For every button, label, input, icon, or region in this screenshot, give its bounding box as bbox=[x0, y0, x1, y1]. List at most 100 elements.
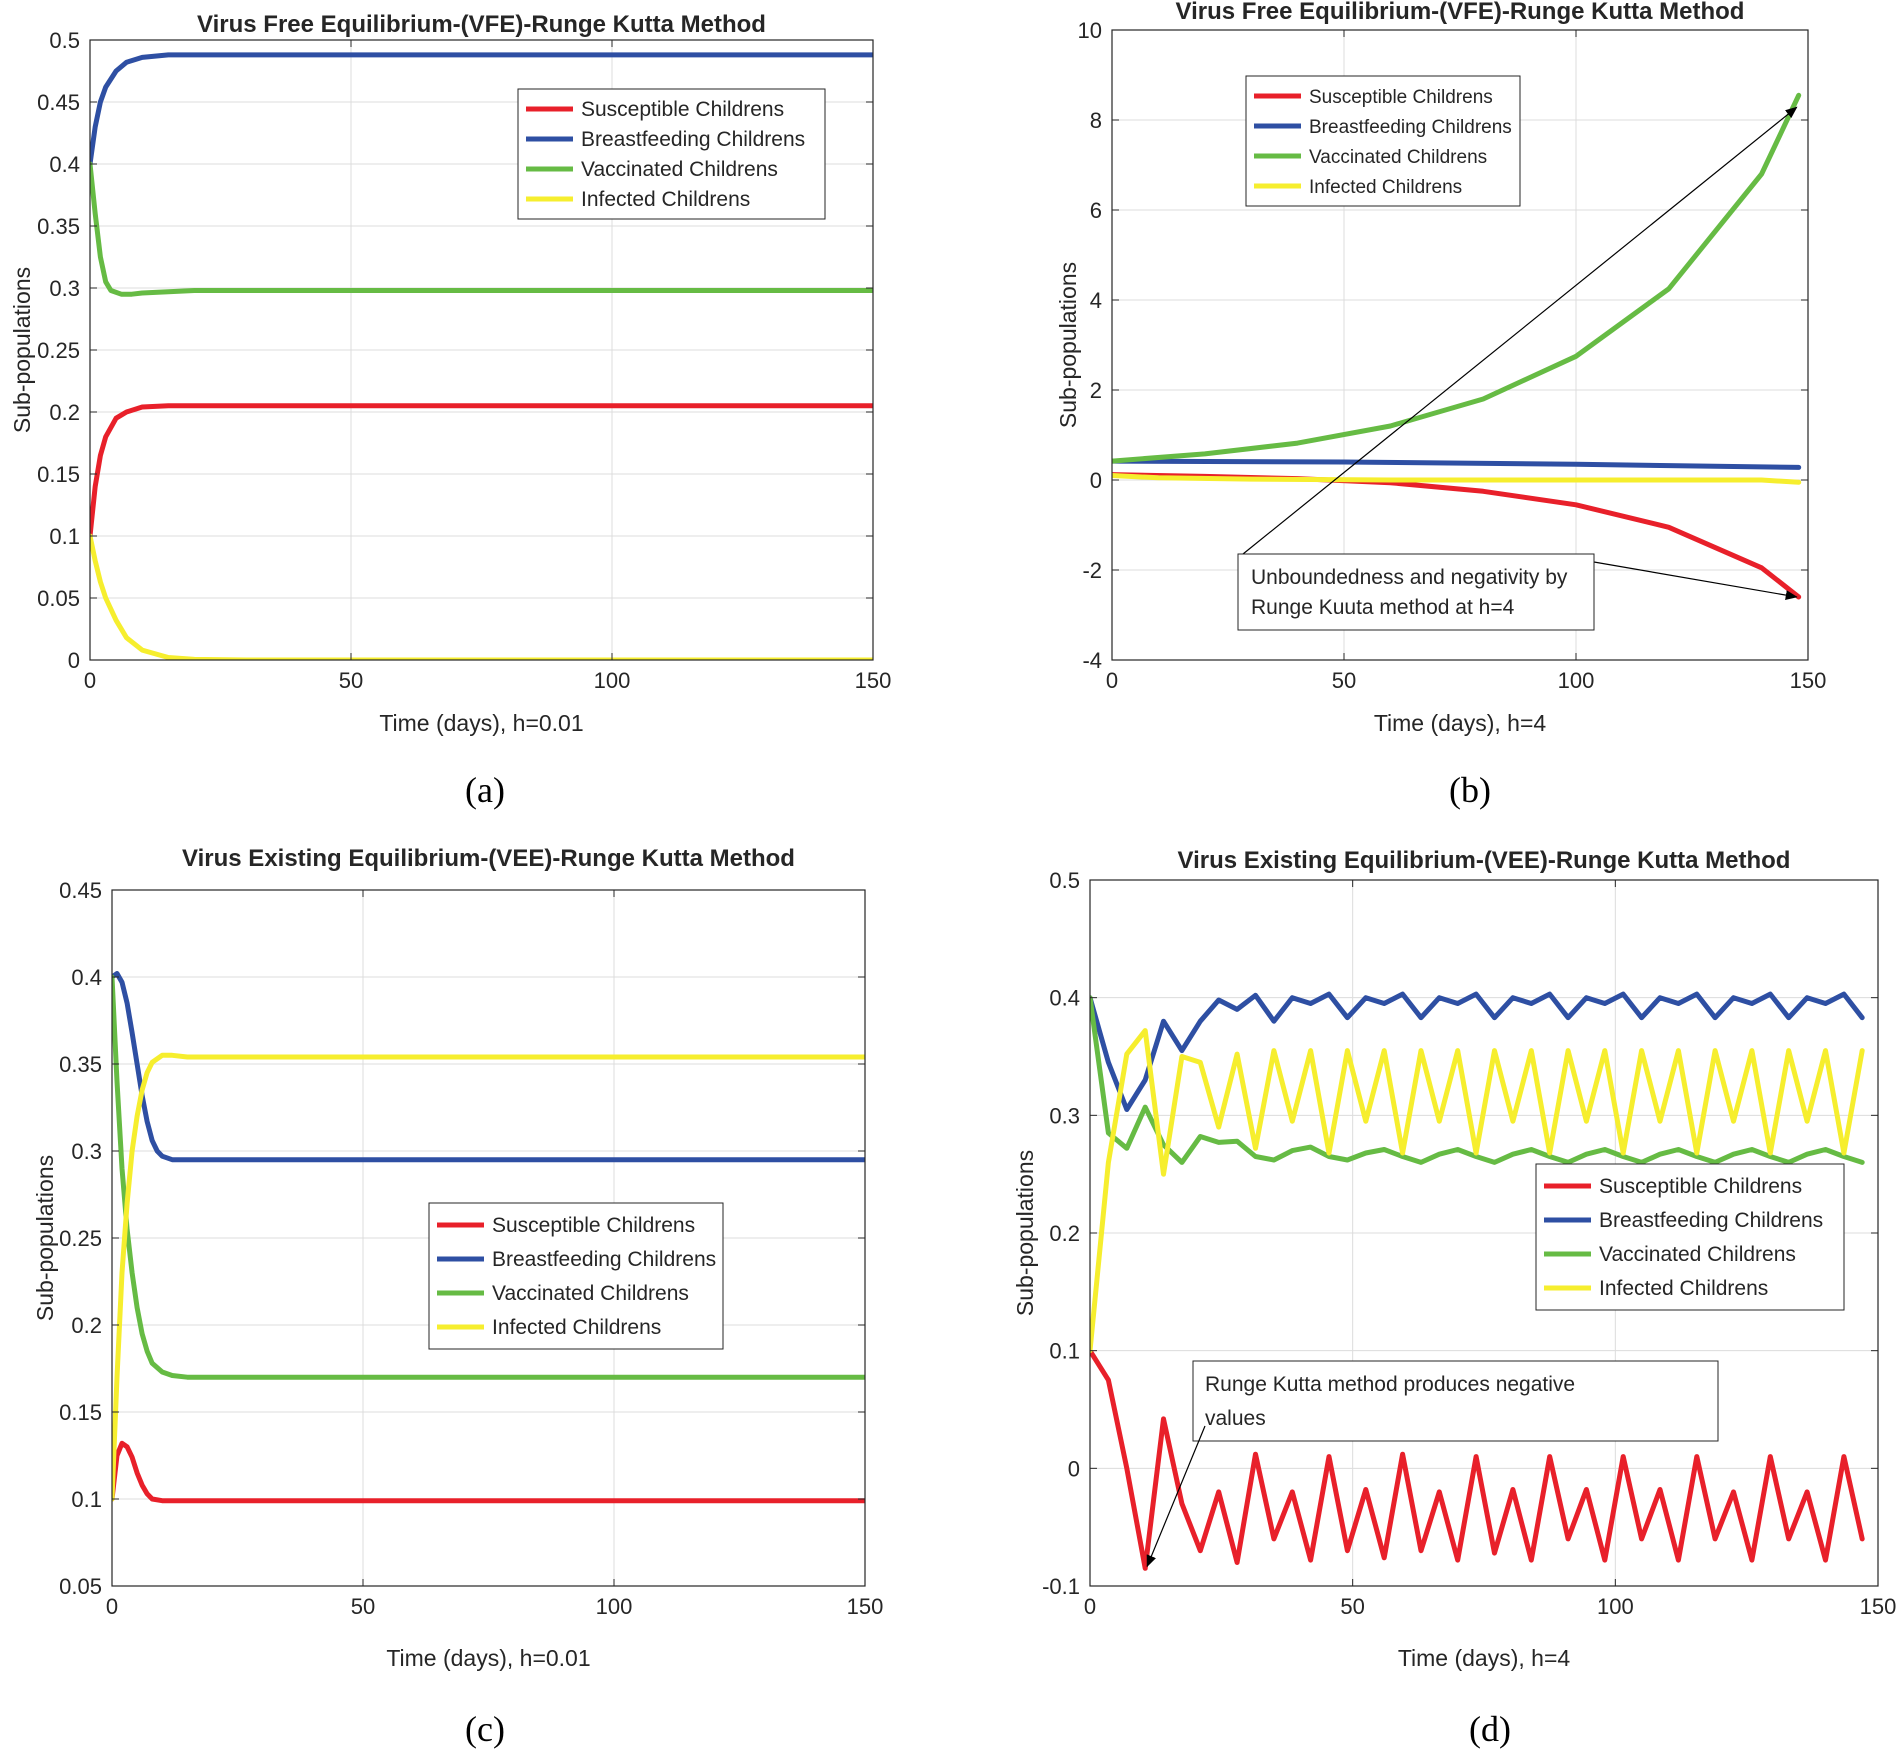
annotation-text: Unboundedness and negativity by bbox=[1251, 566, 1568, 589]
annotation-arrow bbox=[1146, 1425, 1206, 1568]
series-line-breastfeeding bbox=[1112, 458, 1802, 470]
series-line-breastfeeding bbox=[90, 52, 873, 167]
y-tick-label: 2 bbox=[1090, 378, 1102, 403]
annotation-d: Runge Kutta method produces negative valu… bbox=[1146, 1360, 1719, 1568]
y-tick-label: 10 bbox=[1078, 18, 1102, 43]
y-tick-label: 0.2 bbox=[1049, 1221, 1080, 1246]
panel-caption: (a) bbox=[465, 770, 505, 810]
x-tick-label: 50 bbox=[351, 1594, 375, 1619]
x-tick-label: 0 bbox=[84, 668, 96, 693]
series-line-vaccinated bbox=[1112, 92, 1802, 464]
x-tick-label: 150 bbox=[1860, 1594, 1897, 1619]
x-tick-label: 50 bbox=[1332, 668, 1356, 693]
y-tick-label: 0.4 bbox=[49, 152, 80, 177]
chart-title: Virus Existing Equilibrium-(VEE)-Runge K… bbox=[182, 845, 795, 872]
legend-entry: Vaccinated Childrens bbox=[1599, 1243, 1796, 1266]
x-tick-label: 0 bbox=[1084, 1594, 1096, 1619]
y-tick-label: 0.05 bbox=[59, 1574, 102, 1599]
x-tick-label: 100 bbox=[596, 1594, 633, 1619]
y-tick-label: 0.45 bbox=[37, 90, 80, 115]
y-tick-label: 0.4 bbox=[71, 965, 102, 990]
panel-caption: (c) bbox=[465, 1709, 505, 1749]
axes-box bbox=[1111, 29, 1809, 661]
annotation-box bbox=[1237, 553, 1595, 631]
y-tick-label: 0.35 bbox=[59, 1052, 102, 1077]
legend-entry: Vaccinated Childrens bbox=[1309, 147, 1487, 168]
y-tick-label: 0.25 bbox=[59, 1226, 102, 1251]
y-tick-label: 0 bbox=[1068, 1456, 1080, 1481]
y-tick-label: -2 bbox=[1082, 558, 1102, 583]
annotation-arrow bbox=[1242, 106, 1798, 555]
annotation-text: Runge Kutta method produces negative bbox=[1205, 1373, 1575, 1396]
y-tick-label: 0 bbox=[1090, 468, 1102, 493]
x-tick-label: 0 bbox=[1106, 668, 1118, 693]
series-group bbox=[1090, 991, 1865, 1571]
series-line-infected bbox=[112, 1052, 865, 1502]
y-tick-label: 0.3 bbox=[71, 1139, 102, 1164]
legend-entry: Breastfeeding Childrens bbox=[581, 128, 805, 151]
series-line-breastfeeding bbox=[112, 971, 865, 1163]
annotation-text: Runge Kuuta method at h=4 bbox=[1251, 596, 1515, 619]
legend: Susceptible Childrens Breastfeeding Child… bbox=[1535, 1163, 1845, 1311]
legend: Susceptible Childrens Breastfeeding Child… bbox=[428, 1202, 724, 1350]
series-line-vaccinated bbox=[90, 161, 873, 297]
legend-entry: Susceptible Childrens bbox=[581, 98, 784, 121]
annotation-arrow bbox=[1593, 561, 1798, 601]
y-tick-label: 0.2 bbox=[49, 400, 80, 425]
x-tick-label: 150 bbox=[847, 1594, 884, 1619]
chart-panel-c: 0 50 100 150 0.05 0.1 0.15 0.2 0.25 0.3 0.35 0.4 0.4… bbox=[32, 845, 883, 1749]
y-tick-label: 0.1 bbox=[71, 1487, 102, 1512]
legend-entry: Infected Childrens bbox=[1309, 177, 1462, 198]
chart-panel-b: 0 50 100 150 -4 -2 0 2 4 6 8 10 Virus Free Equilibri… bbox=[1055, 0, 1826, 810]
legend-entry: Infected Childrens bbox=[1599, 1277, 1768, 1300]
annotation-b: Unboundedness and negativity by Runge Kuu… bbox=[1237, 106, 1798, 631]
legend-entry: Breastfeeding Childrens bbox=[1309, 117, 1512, 138]
series-line-infected bbox=[1112, 473, 1802, 485]
y-tick-label: 6 bbox=[1090, 198, 1102, 223]
x-tick-label: 100 bbox=[1597, 1594, 1634, 1619]
series-line-infected bbox=[1090, 1028, 1865, 1354]
series-line-vaccinated bbox=[1090, 995, 1865, 1165]
y-tick-label: 0 bbox=[68, 648, 80, 673]
y-axis-label: Sub-populations bbox=[9, 267, 35, 433]
y-tick-label: 4 bbox=[1090, 288, 1102, 313]
legend: Susceptible Childrens Breastfeeding Child… bbox=[1245, 75, 1521, 207]
x-axis-label: Time (days), h=4 bbox=[1374, 710, 1547, 736]
series-line-susceptible bbox=[112, 1440, 865, 1504]
y-tick-label: 0.5 bbox=[1049, 868, 1080, 893]
y-tick-label: -4 bbox=[1082, 648, 1102, 673]
legend: Susceptible Childrens Breastfeeding Child… bbox=[517, 88, 826, 220]
y-tick-label: 0.3 bbox=[49, 276, 80, 301]
x-tick-label: 150 bbox=[855, 668, 892, 693]
x-tick-label: 150 bbox=[1790, 668, 1827, 693]
series-group bbox=[112, 971, 865, 1504]
series-group bbox=[1112, 92, 1802, 600]
y-tick-label: 0.15 bbox=[59, 1400, 102, 1425]
chart-title: Virus Existing Equilibrium-(VEE)-Runge K… bbox=[1178, 847, 1791, 874]
y-tick-label: 0.05 bbox=[37, 586, 80, 611]
x-axis-label: Time (days), h=0.01 bbox=[379, 710, 583, 736]
y-tick-label: 0.1 bbox=[1049, 1339, 1080, 1364]
panel-caption: (d) bbox=[1469, 1709, 1511, 1749]
legend-entry: Susceptible Childrens bbox=[492, 1214, 695, 1237]
legend-entry: Vaccinated Childrens bbox=[581, 158, 778, 181]
chart-title: Virus Free Equilibrium-(VFE)-Runge Kutta… bbox=[197, 11, 766, 38]
y-axis-label: Sub-populations bbox=[1055, 262, 1081, 428]
legend-entry: Infected Childrens bbox=[492, 1316, 661, 1339]
panel-caption: (b) bbox=[1449, 770, 1491, 810]
y-tick-label: 0.3 bbox=[1049, 1103, 1080, 1128]
y-tick-label: 0.5 bbox=[49, 28, 80, 53]
x-tick-label: 50 bbox=[1340, 1594, 1364, 1619]
legend-entry: Susceptible Childrens bbox=[1309, 87, 1493, 108]
y-tick-label: 0.15 bbox=[37, 462, 80, 487]
x-tick-label: 50 bbox=[339, 668, 363, 693]
y-tick-label: -0.1 bbox=[1042, 1574, 1080, 1599]
y-axis-label: Sub-populations bbox=[32, 1155, 58, 1321]
series-line-susceptible bbox=[1090, 1348, 1865, 1571]
x-tick-label: 100 bbox=[594, 668, 631, 693]
annotation-text: values bbox=[1205, 1407, 1266, 1430]
y-tick-label: 0.4 bbox=[1049, 986, 1080, 1011]
chart-panel-a: 0 50 100 150 0 0.05 0.1 0.15 0.2 0.25 0.3 0.35 0.4 0.… bbox=[9, 11, 891, 810]
x-axis-label: Time (days), h=4 bbox=[1398, 1645, 1571, 1671]
